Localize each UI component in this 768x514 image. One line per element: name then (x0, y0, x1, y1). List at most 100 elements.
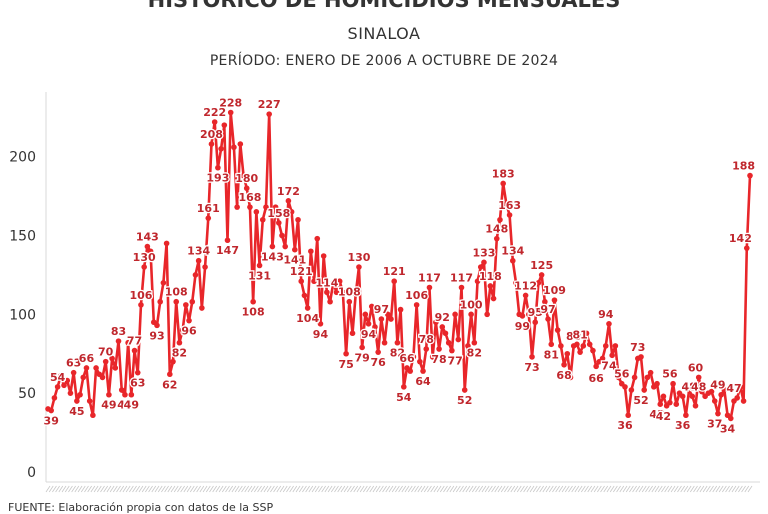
x-tick-mark (718, 485, 724, 493)
data-label: 49 (117, 399, 132, 412)
data-point (336, 278, 343, 285)
data-point (458, 284, 465, 291)
x-tick-mark (157, 485, 163, 493)
x-tick-mark (257, 485, 262, 493)
x-tick-mark (523, 485, 528, 493)
x-tick-mark (689, 485, 695, 493)
x-tick-mark (330, 485, 336, 493)
data-point (699, 388, 705, 395)
x-tick-mark (180, 485, 185, 493)
data-point (747, 172, 753, 179)
x-tick-mark (77, 485, 83, 493)
data-point (115, 338, 122, 344)
x-tick-mark (138, 485, 144, 493)
data-point (580, 343, 587, 349)
data-label: 222 (203, 106, 226, 119)
x-tick-mark (712, 485, 718, 493)
data-label: 49 (124, 399, 139, 412)
data-point (106, 391, 112, 398)
x-tick-mark (71, 485, 76, 493)
data-point (612, 343, 619, 349)
x-tick-mark (686, 485, 692, 493)
data-label: 134 (501, 245, 524, 258)
x-tick-mark (609, 485, 615, 493)
x-tick-mark (491, 485, 496, 493)
data-point (266, 111, 272, 117)
data-point (308, 248, 314, 255)
x-tick-mark (574, 485, 580, 493)
data-point (468, 311, 474, 318)
x-tick-mark (340, 485, 346, 493)
data-point (70, 369, 77, 376)
data-point (574, 341, 580, 348)
x-tick-mark (545, 485, 551, 493)
data-label: 188 (732, 160, 755, 173)
x-tick-mark (407, 485, 413, 493)
data-point (410, 354, 417, 360)
x-tick-mark (600, 485, 605, 493)
y-tick-label: 0 (27, 465, 36, 481)
x-tick-mark (443, 485, 448, 493)
x-tick-mark (327, 485, 333, 493)
data-point (455, 336, 462, 343)
data-label: 180 (235, 172, 258, 185)
data-point (375, 349, 381, 355)
x-tick-mark (388, 485, 394, 493)
x-tick-mark (580, 485, 586, 493)
data-point (417, 358, 423, 365)
data-point (356, 264, 362, 270)
data-label: 112 (514, 279, 537, 292)
data-point (554, 327, 561, 333)
x-tick-mark (507, 485, 512, 493)
x-tick-mark (161, 485, 166, 493)
data-point (564, 350, 571, 357)
x-tick-mark (343, 485, 349, 493)
data-point (519, 313, 526, 319)
data-point (365, 321, 372, 327)
data-label: 81 (572, 328, 587, 341)
data-label: 49 (101, 399, 116, 412)
x-tick-mark (411, 485, 416, 493)
x-tick-mark (74, 485, 80, 493)
data-label: 66 (399, 352, 415, 365)
x-tick-mark (555, 485, 561, 493)
x-tick-mark (87, 485, 93, 493)
data-label: 82 (390, 347, 405, 360)
x-tick-mark (205, 485, 211, 493)
data-label: 100 (460, 298, 483, 311)
data-point (311, 278, 317, 285)
data-point (317, 321, 324, 327)
x-tick-mark (439, 485, 445, 493)
x-tick-mark (616, 485, 621, 493)
data-point (141, 264, 147, 270)
data-label: 118 (479, 270, 502, 283)
x-tick-mark (183, 485, 189, 493)
data-label: 93 (149, 329, 164, 342)
data-point (388, 316, 394, 322)
x-tick-mark (164, 485, 169, 493)
data-point (654, 380, 660, 387)
chart-title: HISTÓRICO DE HOMICIDIOS MENSUALES (147, 0, 621, 12)
data-point (179, 327, 186, 333)
x-tick-mark (48, 485, 54, 493)
x-tick-mark (414, 485, 419, 493)
data-point (253, 209, 260, 215)
x-tick-mark (734, 485, 740, 493)
x-tick-mark (234, 485, 240, 493)
y-tick-label: 200 (9, 150, 36, 166)
data-label: 130 (133, 251, 156, 264)
data-label: 83 (111, 325, 126, 338)
x-tick-mark (497, 485, 503, 493)
x-tick-mark (696, 485, 702, 493)
x-tick-mark (247, 485, 253, 493)
data-label: 158 (267, 207, 290, 220)
data-label: 48 (691, 380, 706, 393)
data-point (74, 398, 80, 404)
data-point (144, 243, 151, 250)
data-point (433, 319, 439, 326)
data-label: 36 (617, 419, 633, 432)
x-tick-mark (465, 485, 471, 493)
series-line (46, 111, 752, 420)
x-tick-mark (430, 485, 435, 493)
data-label: 121 (290, 265, 313, 278)
